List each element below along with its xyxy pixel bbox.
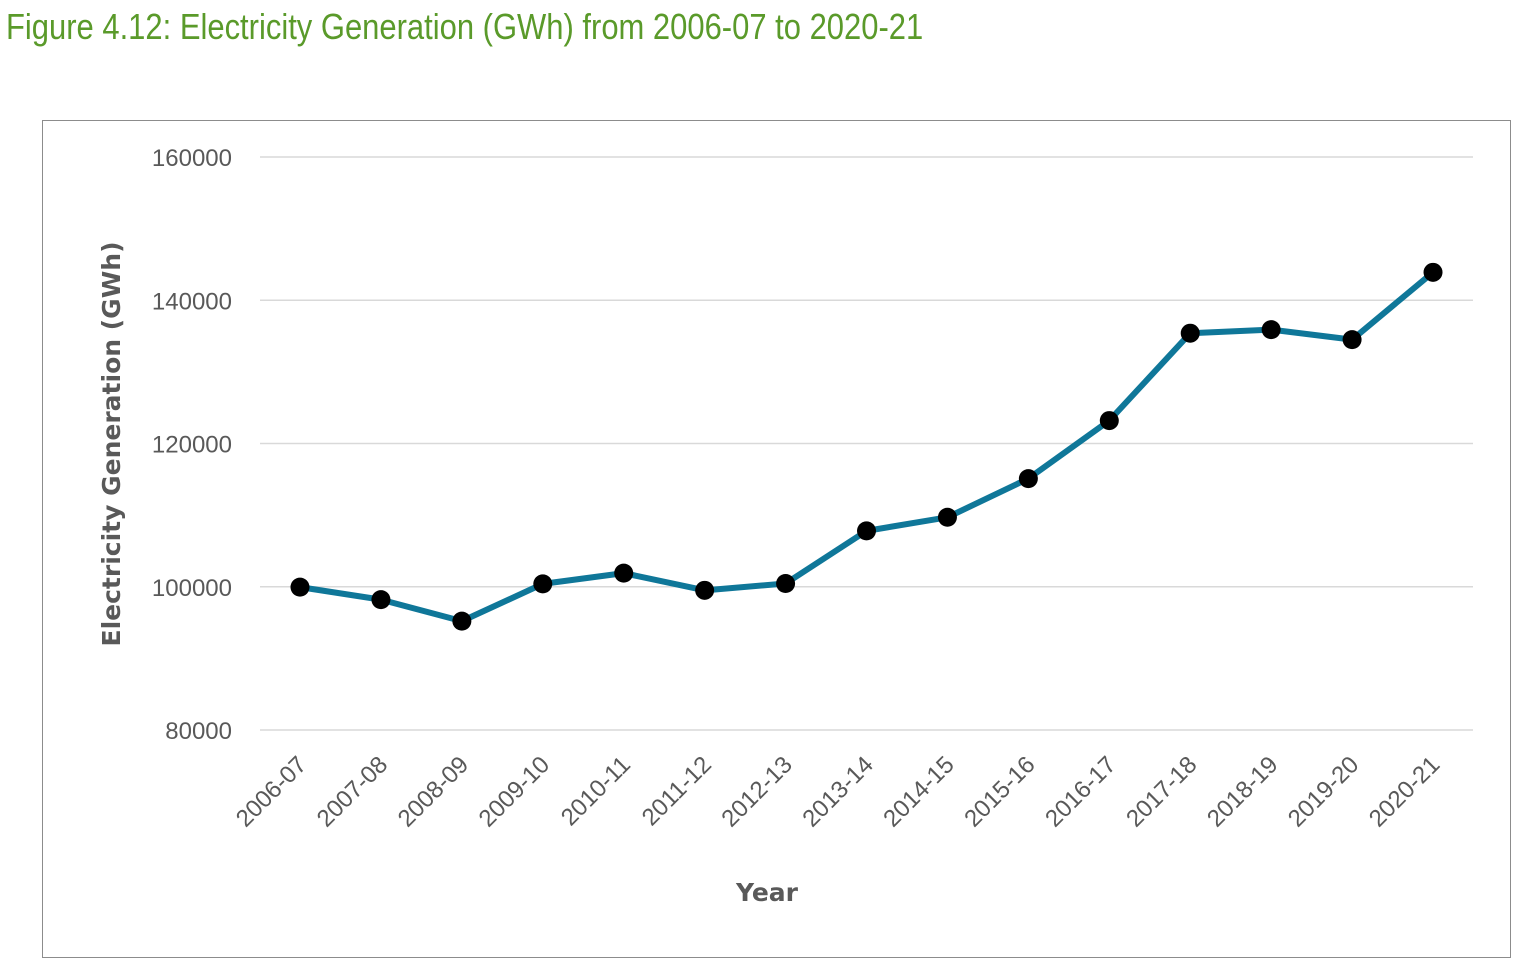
x-tick-label: 2007-08 [312,751,393,832]
x-tick-label: 2006-07 [231,751,312,832]
data-point [1099,411,1119,431]
data-point [1018,469,1038,489]
data-point [776,574,796,594]
x-tick-label: 2012-13 [716,751,797,832]
x-tick-label: 2013-14 [797,751,878,832]
figure-title: Figure 4.12: Electricity Generation (GWh… [6,6,924,47]
x-tick-label: 2018-19 [1202,751,1283,832]
x-tick-label: 2020-21 [1364,751,1445,832]
x-tick-label: 2016-17 [1040,751,1121,832]
x-tick-label: 2017-18 [1121,751,1202,832]
x-tick-label: 2009-10 [474,751,555,832]
y-tick-label: 80000 [165,718,232,745]
y-axis-ticks: 80000 100000 120000 140000 160000 [152,145,232,745]
chart-frame [42,120,1511,958]
grid-lines [260,156,1473,731]
data-point [290,577,310,597]
data-point [533,574,553,594]
data-point [614,563,634,583]
x-tick-label: 2008-09 [393,751,474,832]
y-tick-label: 140000 [152,288,232,315]
data-point [452,611,472,631]
x-tick-label: 2014-15 [878,751,959,832]
series-group [290,262,1443,631]
x-tick-label: 2015-16 [959,751,1040,832]
x-tick-label: 2019-20 [1283,751,1364,832]
data-point [695,580,715,600]
data-point [1261,320,1281,340]
x-axis-ticks: 2006-07 2007-08 2008-09 2009-10 2010-11 2011-… [231,751,1445,832]
data-point [371,590,391,610]
data-point [937,507,957,527]
data-point [857,521,877,541]
y-tick-label: 100000 [152,575,232,602]
x-tick-label: 2011-12 [637,751,717,831]
x-axis-label: Year [735,878,799,907]
data-point [1423,262,1443,282]
x-tick-label: 2010-11 [556,751,636,831]
y-axis-label: Electricity Generation (GWh) [97,242,126,647]
y-tick-label: 120000 [152,432,232,459]
series-line [297,269,1437,625]
y-tick-label: 160000 [152,145,232,172]
data-point [1180,323,1200,343]
data-point [1342,330,1362,350]
